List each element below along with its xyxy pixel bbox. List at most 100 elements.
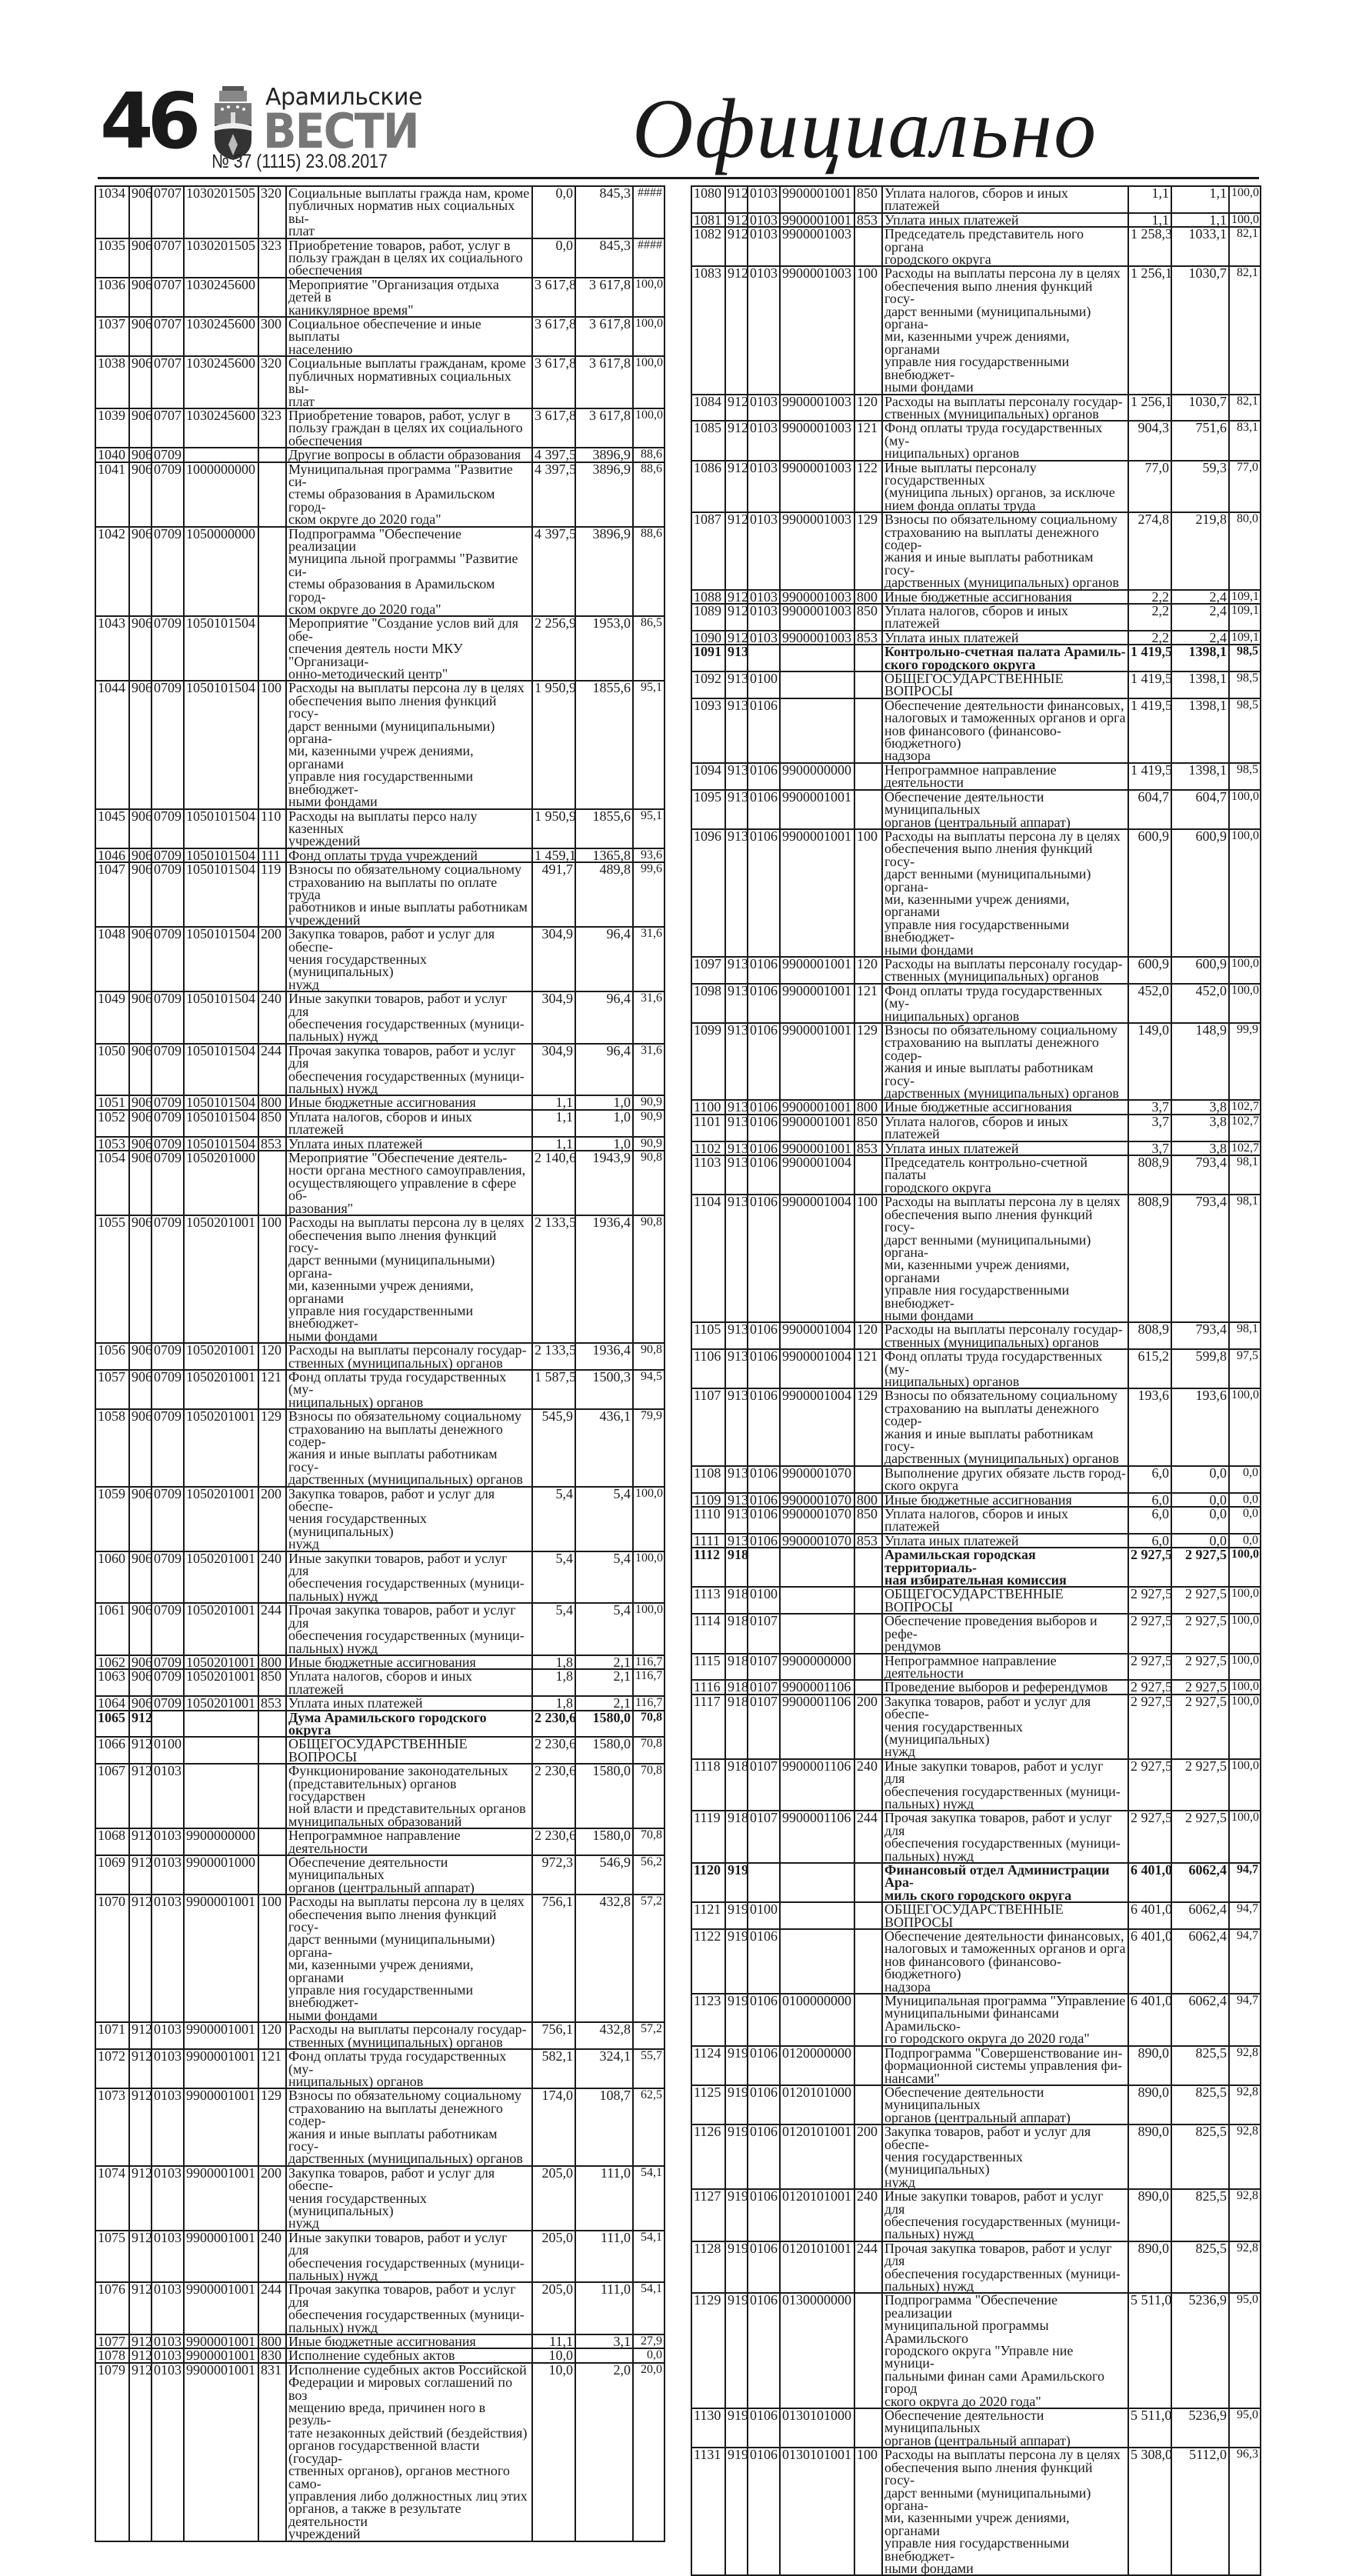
item-name: Приобретение товаров, работ, услуг в пол… [285,237,533,278]
section-code: 0106 [747,2408,781,2449]
section-code: 0100 [151,1736,185,1765]
expense-type: 100 [258,1894,287,2024]
row-number: 1104 [691,1194,726,1324]
planned-amount: 1,1 [531,1095,576,1111]
row-number: 1082 [691,226,726,268]
planned-amount: 1 256,1 [1127,393,1172,422]
item-name: Фонд оплаты труда государственных (му- н… [881,420,1129,462]
planned-amount: 3 617,8 [531,407,576,449]
execution-percent: 100,0 [1228,1388,1261,1467]
execution-percent: 102,7 [1228,1099,1261,1115]
target-article: 0120000000 [779,2044,855,2086]
section-code: 0100 [747,1901,781,1931]
expense-type: 800 [854,1099,883,1115]
target-article: 0120101000 [779,2084,855,2126]
admin-code: 919 [724,1861,748,1904]
expense-type: 323 [258,237,287,278]
planned-amount: 5,4 [531,1485,576,1552]
row-number: 1119 [691,1810,726,1864]
row-number: 1079 [95,2361,130,2542]
section-code: 0106 [747,761,781,791]
section-code [747,1861,781,1904]
planned-amount: 2 927,5 [1127,1586,1172,1615]
execution-percent: 93,6 [632,847,665,864]
item-name: Председатель представитель ного органа г… [881,226,1129,268]
planned-amount: 1 419,5 [1127,761,1172,791]
executed-amount: 1936,4 [575,1215,634,1345]
expense-type: 110 [258,808,287,849]
section-code: 0106 [747,1113,781,1142]
item-name: Иные закупки товаров, работ и услуг для … [285,2229,533,2284]
row-number: 1051 [95,1095,130,1111]
executed-amount: 148,9 [1171,1021,1230,1101]
expense-type [854,2084,883,2126]
expense-type: 831 [258,2361,287,2542]
section-code: 0103 [151,1894,185,2024]
table-row: 1083 912 0103 9900001003 100 Расходы на выпла… [691,265,1261,395]
admin-code: 919 [724,1928,748,1995]
executed-amount: 5,4 [575,1550,634,1605]
row-number: 1071 [95,2021,130,2051]
admin-code: 919 [724,2124,748,2191]
admin-code: 913 [724,828,748,958]
planned-amount: 3,7 [1127,1113,1172,1142]
section-code: 0106 [747,1532,781,1549]
row-number: 1105 [691,1321,726,1351]
row-number: 1118 [691,1758,726,1812]
executed-amount: 751,6 [1171,420,1230,462]
section-code: 0709 [151,1095,185,1111]
row-number: 1045 [95,808,130,849]
table-row: 1112 918 Арамильская городская территориал… [691,1547,1261,1588]
expense-type: 120 [854,1321,883,1351]
section-code: 0709 [151,847,185,864]
executed-amount: 1033,1 [1171,226,1230,268]
row-number: 1088 [691,588,726,605]
section-code: 0103 [747,212,781,228]
expense-type: 121 [258,1368,287,1411]
table-row: 1120 919 Финансовый отдел Администрации Ар… [691,1861,1261,1904]
table-row: 1034 906 0707 1030201505 320 Социальные выпла… [95,185,665,239]
execution-percent: 90,8 [632,1342,665,1371]
expense-type: 850 [854,1113,883,1142]
planned-amount: 1 419,5 [1127,671,1172,699]
row-number: 1116 [691,1679,726,1695]
admin-code: 912 [724,459,748,514]
target-article: 9900001004 [779,1388,855,1467]
table-row: 1073 912 0103 9900001001 129 Взносы по обязат… [95,2088,665,2167]
row-number: 1086 [691,459,726,514]
table-row: 1111 913 0106 9900001070 853 Уплата иных плат… [691,1532,1261,1549]
planned-amount: 1 419,5 [1127,697,1172,764]
item-name: ОБЩЕГОСУДАРСТВЕННЫЕ ВОПРОСЫ [285,1736,533,1765]
planned-amount: 4 397,5 [531,447,576,463]
planned-amount: 6,0 [1127,1506,1172,1535]
admin-code: 913 [724,1532,748,1549]
row-number: 1044 [95,680,130,810]
executed-amount: 793,4 [1171,1321,1230,1351]
table-row: 1071 912 0103 9900001001 120 Расходы на выпла… [95,2021,665,2051]
section-code: 0709 [151,926,185,993]
admin-code: 906 [128,1550,152,1605]
item-name: Закупка товаров, работ и услуг для обесп… [881,2124,1129,2191]
expense-type [854,226,883,268]
row-number: 1093 [691,697,726,764]
execution-percent: 102,7 [1228,1140,1261,1157]
section-code: 0103 [747,265,781,395]
item-name: Расходы на выплаты персона лу в целях об… [881,265,1129,395]
expense-type [258,1150,287,1217]
target-article: 9900001003 [779,588,855,605]
item-name: Контрольно-счетная палата Арамиль- ского… [881,644,1129,673]
executed-amount: 3,8 [1171,1140,1230,1157]
execution-percent: 90,8 [632,1215,665,1345]
item-name: Муниципальная программа "Развитие си- ст… [285,461,533,528]
item-name: Уплата налогов, сборов и иных платежей [285,1668,533,1698]
execution-percent: 92,8 [1228,2124,1261,2191]
admin-code: 918 [724,1652,748,1681]
row-number: 1063 [95,1668,130,1698]
table-row: 1104 913 0106 9900001004 100 Расходы на выпла… [691,1194,1261,1324]
expense-type [854,697,883,764]
planned-amount: 2,2 [1127,629,1172,646]
execution-percent: 100,0 [1228,185,1261,214]
section-code: 0106 [747,982,781,1025]
admin-code: 912 [128,2164,152,2231]
admin-code: 906 [128,1215,152,1345]
